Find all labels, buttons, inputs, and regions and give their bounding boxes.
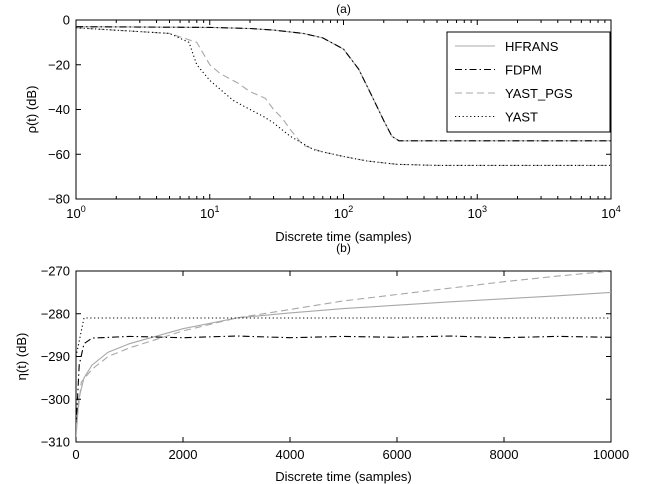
plot-area [75,270,612,443]
x-tick-label: 6000 [383,447,412,462]
x-axis-label: Discrete time (samples) [275,469,412,484]
y-tick-label: −290 [41,349,70,364]
y-tick-label: −60 [48,147,70,162]
x-tick-label: 103 [468,204,487,221]
series-line-fdpm [76,26,611,142]
y-axis-label: ρ(t) (dB) [24,86,39,134]
y-axis-label: η(t) (dB) [14,333,29,381]
series-line-yast-pgs [76,27,611,166]
panel-label: (a) [336,2,351,16]
legend-box [446,31,611,133]
x-tick-label: 101 [200,204,219,221]
x-tick-label: 2000 [169,447,198,462]
x-tick-label: 8000 [490,447,519,462]
legend-label: YAST_PGS [505,86,573,101]
panel-label: (b) [336,241,351,255]
x-tick-label: 104 [601,204,620,221]
legend-label: HFRANS [505,39,559,54]
y-tick-label: −300 [41,392,70,407]
legend-label: FDPM [505,63,542,78]
x-tick-label: 102 [334,204,353,221]
y-tick-label: −270 [41,264,70,279]
legend: HFRANS FDPM YAST_PGS YAST [446,31,611,133]
series-line-yast-pgs [76,271,611,430]
y-tick-label: 0 [63,13,70,28]
x-tick-label: 10000 [593,447,629,462]
y-tick-label: −80 [48,192,70,207]
y-tick-label: −40 [48,102,70,117]
y-tick-label: −280 [41,306,70,321]
y-tick-label: −310 [41,435,70,450]
x-tick-label: 4000 [276,447,305,462]
x-axis-label: Discrete time (samples) [275,229,412,244]
series-line-fdpm [76,335,611,430]
series-group [76,26,611,166]
x-tick-label: 0 [72,447,79,462]
y-tick-label: −20 [48,57,70,72]
series-line-hfrans [76,291,611,438]
series-group [76,271,611,438]
legend-label: YAST [505,110,538,125]
x-tick-label: 100 [66,204,85,221]
